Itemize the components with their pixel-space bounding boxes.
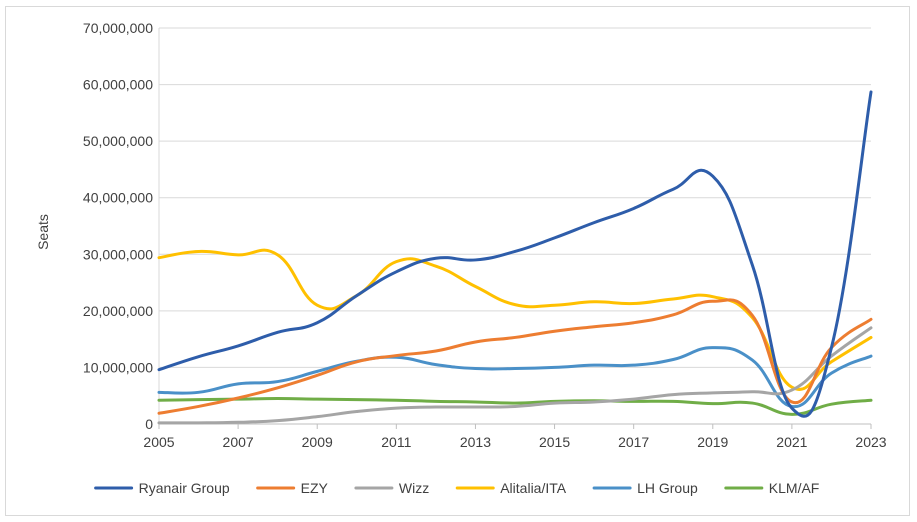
legend-label: Alitalia/ITA	[500, 480, 567, 496]
x-tick-label: 2011	[381, 434, 411, 450]
x-tick-label: 2013	[460, 434, 491, 450]
y-tick-label: 30,000,000	[83, 246, 153, 262]
legend-item-wizz: Wizz	[354, 480, 429, 496]
y-tick-label: 0	[145, 416, 153, 432]
legend-item-lh-group: LH Group	[592, 480, 698, 496]
y-axis-tick-labels: 0 10,000,000 20,000,000 30,000,000 40,000,00…	[83, 20, 153, 432]
x-tick-label: 2017	[618, 434, 649, 450]
x-tick-label: 2021	[776, 434, 807, 450]
series-line-ryanair-group	[157, 90, 873, 418]
y-tick-label: 20,000,000	[83, 303, 153, 319]
legend-item-alitalia-ita: Alitalia/ITA	[455, 480, 567, 496]
series-line-lh-group	[157, 346, 873, 408]
y-tick-label: 50,000,000	[83, 133, 153, 149]
x-tick-label: 2023	[855, 434, 886, 450]
series-line-ezy	[157, 298, 873, 415]
legend-item-klm-af: KLM/AF	[724, 480, 820, 496]
legend-item-ryanair-group: Ryanair Group	[94, 480, 230, 496]
legend-label: KLM/AF	[769, 480, 820, 496]
series-line-wizz	[157, 326, 873, 425]
line-chart: 0 10,000,000 20,000,000 30,000,000 40,000,00…	[35, 20, 887, 496]
legend: Ryanair Group EZY Wizz Alitalia/ITA LH Group…	[94, 480, 820, 496]
x-tick-label: 2009	[302, 434, 333, 450]
legend-label: Wizz	[399, 480, 429, 496]
x-axis-tick-labels: 2005 2007 2009 2011 2013 2015 2017 2019 2021 2023	[143, 434, 886, 450]
legend-label: LH Group	[637, 480, 698, 496]
x-tick-label: 2005	[143, 434, 174, 450]
y-tick-label: 10,000,000	[83, 359, 153, 375]
y-tick-label: 60,000,000	[83, 77, 153, 93]
legend-label: Ryanair Group	[139, 480, 230, 496]
legend-label: EZY	[301, 480, 329, 496]
y-axis-title: Seats	[35, 214, 51, 250]
axes	[158, 28, 872, 429]
chart-frame: 0 10,000,000 20,000,000 30,000,000 40,000,00…	[5, 6, 910, 516]
x-tick-label: 2015	[539, 434, 570, 450]
series-line-klm-af	[157, 397, 873, 416]
series-lines	[157, 90, 873, 425]
x-tick-label: 2007	[223, 434, 254, 450]
legend-item-ezy: EZY	[256, 480, 329, 496]
y-tick-label: 40,000,000	[83, 190, 153, 206]
y-tick-label: 70,000,000	[83, 20, 153, 36]
x-tick-label: 2019	[697, 434, 728, 450]
